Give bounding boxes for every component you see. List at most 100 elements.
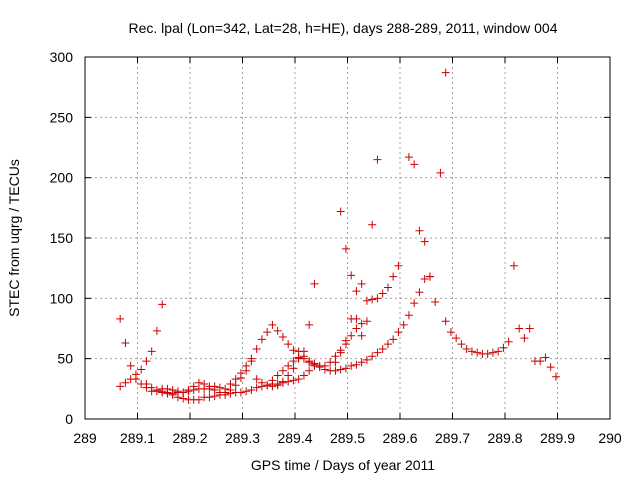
data-point (278, 377, 287, 386)
data-point (305, 366, 314, 375)
data-point (347, 361, 356, 370)
data-point (368, 295, 377, 304)
data-point (404, 311, 413, 320)
data-point (215, 383, 224, 392)
x-tick-label: 289.6 (382, 430, 417, 446)
data-point (383, 340, 392, 349)
data-point (247, 354, 256, 363)
data-point (389, 272, 398, 281)
chart-title: Rec. lpal (Lon=342, Lat=28, h=HE), days … (129, 20, 558, 36)
data-point (168, 386, 177, 395)
data-point (373, 294, 382, 303)
data-point (242, 361, 251, 370)
data-point (289, 346, 298, 355)
data-point (341, 244, 350, 253)
data-point (352, 324, 361, 333)
data-point (200, 380, 209, 389)
data-point (273, 371, 282, 380)
y-tick-label: 0 (65, 411, 73, 427)
data-point (336, 365, 345, 374)
data-point (373, 155, 382, 164)
data-point (420, 237, 429, 246)
data-point (467, 347, 476, 356)
data-point (247, 386, 256, 395)
data-point (431, 297, 440, 306)
data-point (205, 393, 214, 402)
y-tick-label: 50 (57, 351, 73, 367)
data-point (236, 369, 245, 378)
data-point (441, 317, 450, 326)
data-point (152, 326, 161, 335)
data-point (121, 338, 130, 347)
data-point (494, 347, 503, 356)
data-point (152, 386, 161, 395)
data-point (242, 387, 251, 396)
y-tick-label: 200 (50, 170, 74, 186)
data-point (331, 358, 340, 367)
data-point (142, 380, 151, 389)
data-point (294, 353, 303, 362)
x-tick-label: 290 (598, 430, 622, 446)
data-point (373, 348, 382, 357)
x-tick-label: 289.1 (120, 430, 155, 446)
data-point (299, 371, 308, 380)
data-point (462, 345, 471, 354)
data-point (163, 384, 172, 393)
data-point (305, 320, 314, 329)
data-point (425, 272, 434, 281)
data-point (483, 349, 492, 358)
data-point (194, 378, 203, 387)
data-point (294, 375, 303, 384)
data-point (320, 365, 329, 374)
data-point (310, 279, 319, 288)
data-point (278, 332, 287, 341)
data-point (268, 320, 277, 329)
data-point (126, 361, 135, 370)
data-point (499, 343, 508, 352)
x-tick-label: 289.8 (487, 430, 522, 446)
data-point (299, 354, 308, 363)
x-tick-label: 289.4 (277, 430, 312, 446)
y-axis-ticks: 0 50 100 150 200 250 300 (50, 49, 610, 427)
data-point (263, 328, 272, 337)
data-point (147, 383, 156, 392)
data-point (341, 364, 350, 373)
y-tick-label: 250 (50, 109, 74, 125)
data-point (378, 289, 387, 298)
data-point (362, 355, 371, 364)
x-tick-label: 289.9 (540, 430, 575, 446)
data-point (347, 331, 356, 340)
data-point (368, 220, 377, 229)
x-axis-label: GPS time / Days of year 2011 (251, 457, 435, 473)
data-point (546, 363, 555, 372)
data-point (194, 395, 203, 404)
data-point (284, 340, 293, 349)
data-point (289, 376, 298, 385)
data-point (116, 314, 125, 323)
data-point (268, 376, 277, 385)
grid-lines (85, 57, 610, 419)
data-point (121, 378, 130, 387)
data-point (236, 388, 245, 397)
data-point (147, 347, 156, 356)
data-point (289, 357, 298, 366)
x-tick-label: 289.3 (225, 430, 260, 446)
data-point (137, 365, 146, 374)
data-point (352, 287, 361, 296)
data-point (252, 375, 261, 384)
data-point (221, 384, 230, 393)
x-axis-ticks: 289 289.1 289.2 289.3 289.4 289.5 289.6 289.7 28… (73, 57, 622, 446)
data-point (184, 386, 193, 395)
data-point (284, 361, 293, 370)
data-point (347, 271, 356, 280)
data-point (515, 324, 524, 333)
data-point (289, 364, 298, 373)
data-point (509, 261, 518, 270)
data-point (142, 357, 151, 366)
data-point (278, 366, 287, 375)
data-point (116, 382, 125, 391)
data-point (226, 380, 235, 389)
data-point (446, 328, 455, 337)
data-point (310, 359, 319, 368)
